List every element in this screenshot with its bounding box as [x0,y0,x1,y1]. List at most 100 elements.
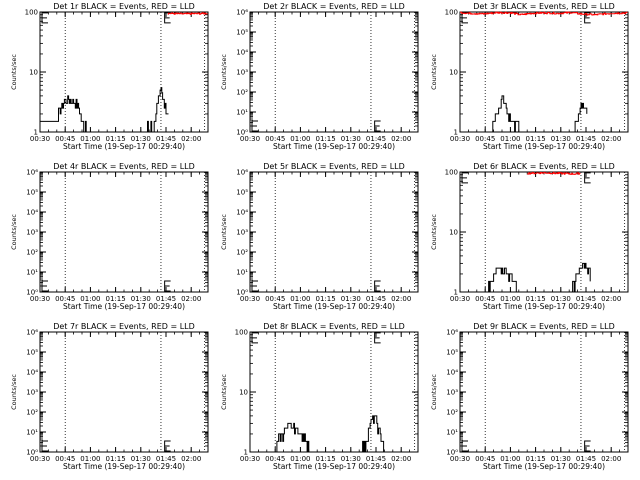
x-axis-label: Start Time (19-Sep-17 00:29:40) [483,462,605,471]
y-tick-label: 10⁵ [26,189,38,197]
x-tick-label: 00:45 [265,135,285,143]
panel-title: Det 2r BLACK = Events, RED = LLD [263,2,405,11]
x-tick-label: 01:15 [106,135,126,143]
e-marker [164,280,171,292]
y-tick-label: 10¹ [26,269,38,277]
x-tick-label: 01:30 [341,455,361,463]
y-tick-label: 10⁶ [26,329,38,337]
panel-title: Det 3r BLACK = Events, RED = LLD [473,2,615,11]
x-tick-label: 00:45 [475,295,495,303]
x-tick-label: 01:00 [290,455,310,463]
x-tick-label: 00:30 [450,455,470,463]
y-tick-label: 10⁶ [26,169,38,177]
y-axis-label: Counts/sec [10,54,18,90]
x-tick-label: 00:30 [240,455,260,463]
detector-panel-9: Det 9r BLACK = Events, RED = LLD 00:30 00:… [430,322,629,471]
x-tick-label: 01:15 [316,135,336,143]
y-tick-label: 1 [454,129,458,137]
y-tick-label: 10⁶ [236,9,248,17]
y-axis-label: Counts/sec [430,214,438,250]
x-tick-label: 02:00 [391,295,411,303]
panel-title: Det 8r BLACK = Events, RED = LLD [263,322,405,331]
x-tick-label: 01:00 [500,295,520,303]
x-tick-label: 01:45 [576,135,596,143]
x-axis-label: Start Time (19-Sep-17 00:29:40) [63,462,185,471]
y-tick-label: 10⁵ [446,349,458,357]
x-tick-label: 01:30 [551,295,571,303]
e-marker [164,440,171,452]
y-tick-label: 10⁰ [26,449,38,457]
x-axis-label: Start Time (19-Sep-17 00:29:40) [483,302,605,311]
y-axis-label: Counts/sec [220,374,228,410]
y-tick-label: 10⁶ [236,169,248,177]
y-tick-label: 10⁰ [446,449,458,457]
y-tick-label: 10² [446,409,458,417]
y-tick-label: 10 [29,69,38,77]
y-tick-label: 1 [454,289,458,297]
x-tick-label: 01:15 [526,455,546,463]
x-tick-label: 00:45 [475,455,495,463]
x-tick-label: 02:00 [601,135,621,143]
panel-title: Det 7r BLACK = Events, RED = LLD [53,322,195,331]
y-tick-label: 10² [236,89,248,97]
y-axis-label: Counts/sec [10,374,18,410]
x-tick-label: 01:00 [500,455,520,463]
x-tick-label: 01:15 [316,295,336,303]
x-tick-label: 01:45 [366,455,386,463]
y-tick-label: 10⁵ [236,29,248,37]
panel-title: Det 9r BLACK = Events, RED = LLD [473,322,615,331]
x-tick-label: 01:30 [551,135,571,143]
x-tick-label: 01:45 [156,295,176,303]
y-tick-label: 100 [25,9,38,17]
x-tick-label: 02:00 [181,135,201,143]
e-marker [584,440,591,452]
x-tick-label: 00:30 [30,455,50,463]
y-axis-label: Counts/sec [220,214,228,250]
x-tick-label: 01:15 [316,455,336,463]
y-tick-label: 10¹ [446,429,458,437]
detector-panel-4: Det 4r BLACK = Events, RED = LLD 00:30 00:… [10,162,209,311]
y-tick-label: 10³ [236,229,248,237]
y-tick-label: 10³ [446,389,458,397]
e-marker [41,12,48,24]
x-tick-label: 01:15 [106,295,126,303]
panel-title: Det 6r BLACK = Events, RED = LLD [473,162,615,171]
x-tick-label: 00:45 [475,135,495,143]
x-tick-label: 01:00 [80,295,100,303]
y-axis-label: Counts/sec [430,54,438,90]
detector-panel-8: Det 8r BLACK = Events, RED = LLD 00:30 00:… [220,322,419,471]
y-tick-label: 10⁶ [446,329,458,337]
y-tick-label: 1 [34,129,38,137]
lld-trace [167,12,208,15]
x-tick-label: 00:45 [55,295,75,303]
y-tick-label: 10³ [236,69,248,77]
x-axis-label: Start Time (19-Sep-17 00:29:40) [273,462,395,471]
y-tick-label: 10² [26,409,38,417]
y-tick-label: 10² [26,249,38,257]
y-tick-label: 10⁴ [26,209,38,217]
x-tick-label: 01:45 [156,455,176,463]
events-trace [250,415,385,453]
x-axis-label: Start Time (19-Sep-17 00:29:40) [483,142,605,151]
x-axis-label: Start Time (19-Sep-17 00:29:40) [63,142,185,151]
x-axis-label: Start Time (19-Sep-17 00:29:40) [273,302,395,311]
y-tick-label: 10 [449,69,458,77]
x-tick-label: 00:30 [240,295,260,303]
x-tick-label: 00:30 [240,135,260,143]
y-tick-label: 10⁴ [236,209,248,217]
x-tick-label: 01:45 [576,295,596,303]
y-tick-label: 10² [236,249,248,257]
x-tick-label: 01:45 [366,295,386,303]
x-tick-label: 00:30 [30,295,50,303]
detector-panel-3: Det 3r BLACK = Events, RED = LLD 00:30 00:… [430,2,629,151]
events-trace [40,87,169,133]
y-tick-label: 10¹ [26,429,38,437]
x-tick-label: 01:30 [341,295,361,303]
y-tick-label: 1 [244,449,248,457]
panel-title: Det 1r BLACK = Events, RED = LLD [53,2,195,11]
events-trace [460,262,591,293]
x-tick-label: 01:45 [156,135,176,143]
x-tick-label: 00:45 [265,295,285,303]
e-marker [584,12,591,24]
y-tick-label: 10 [449,229,458,237]
